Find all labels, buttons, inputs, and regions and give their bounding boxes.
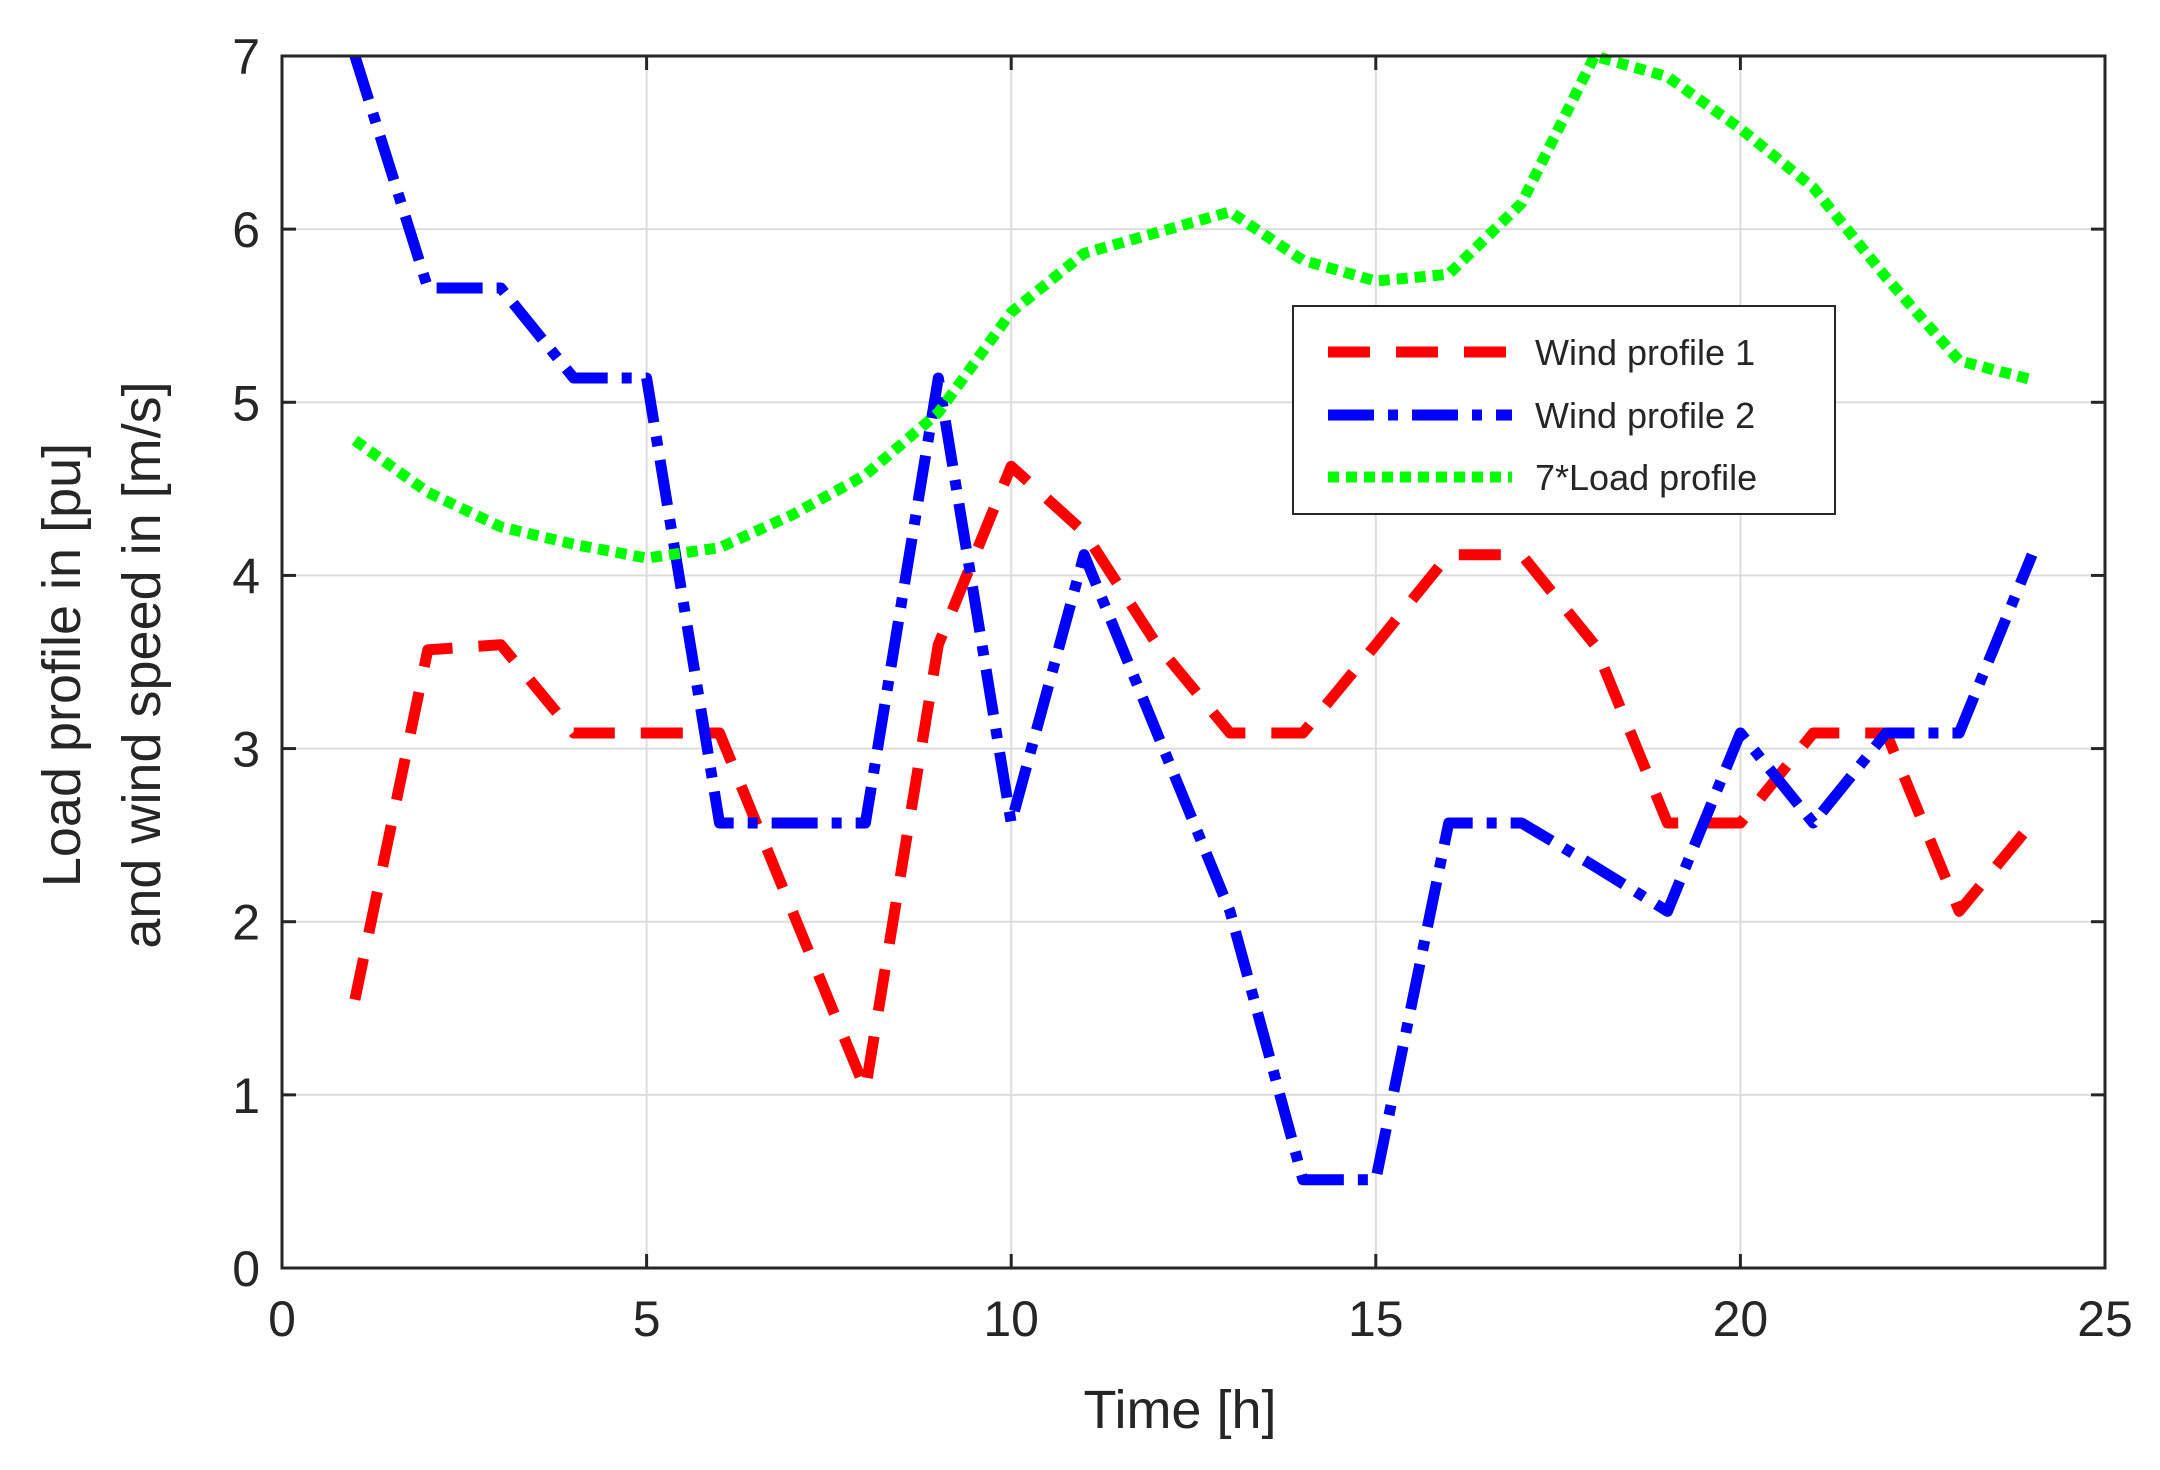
series-lines — [349, 50, 2038, 1186]
y-tick-label: 6 — [232, 202, 260, 258]
y-axis-title-2: and wind speed in [m/s] — [112, 381, 172, 948]
legend-label-3: 7*Load profile — [1535, 457, 1757, 498]
legend: Wind profile 1 Wind profile 2 7*Load profi… — [1292, 305, 1836, 515]
legend-label-1: Wind profile 1 — [1535, 332, 1755, 373]
x-tick-label: 10 — [983, 1291, 1039, 1347]
y-tick-label: 5 — [232, 375, 260, 431]
x-tick-label: 5 — [633, 1291, 661, 1347]
y-tick-label: 0 — [232, 1241, 260, 1297]
x-tick-label: 15 — [1348, 1291, 1404, 1347]
x-axis-title: Time [h] — [1083, 1380, 1276, 1440]
series-line-1 — [349, 460, 2037, 1096]
series-line-3 — [351, 50, 2034, 564]
x-tick-label: 20 — [1713, 1291, 1769, 1347]
plot-area-frame — [280, 54, 2107, 1270]
legend-label-2: Wind profile 2 — [1535, 395, 1755, 436]
grid-lines — [282, 56, 2105, 1268]
y-axis-title-line1: Load profile in [pu] — [32, 443, 92, 887]
y-tick-label: 3 — [232, 722, 260, 778]
tick-marks — [280, 54, 2107, 1270]
y-tick-label: 7 — [232, 29, 260, 85]
y-axis-title: Load profile in [pu] — [32, 443, 92, 887]
x-tick-label: 0 — [268, 1291, 296, 1347]
x-tick-label: 25 — [2077, 1291, 2133, 1347]
y-tick-labels: 0 1 2 3 4 5 6 7 — [232, 29, 260, 1297]
y-tick-label: 2 — [232, 895, 260, 951]
y-tick-label: 4 — [232, 548, 260, 604]
x-tick-labels: 0 5 10 15 20 25 — [268, 1291, 2133, 1347]
y-tick-label: 1 — [232, 1068, 260, 1124]
y-axis-title-line2: and wind speed in [m/s] — [112, 381, 172, 948]
